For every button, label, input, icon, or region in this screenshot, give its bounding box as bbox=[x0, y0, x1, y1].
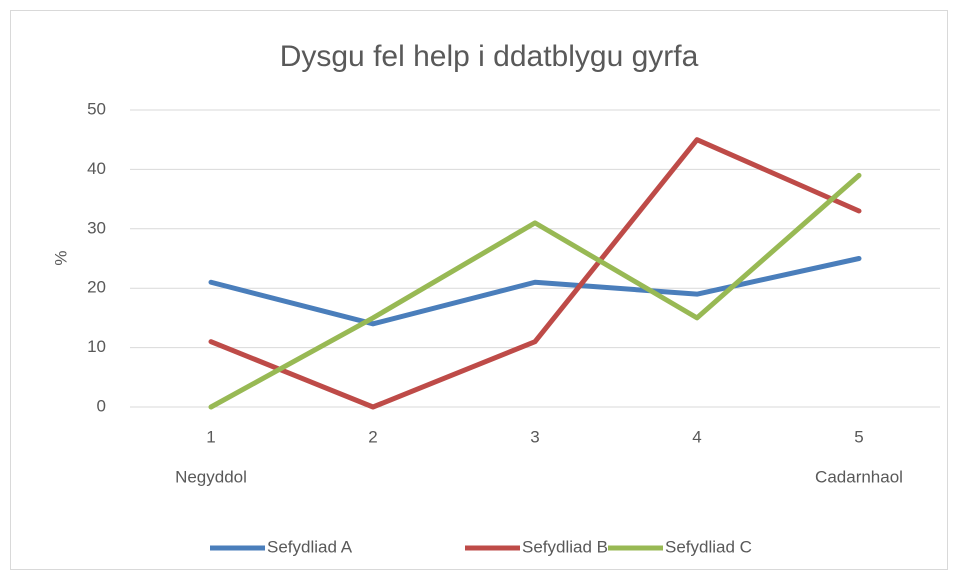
series-line bbox=[208, 172, 862, 410]
y-tick-label: 0 bbox=[97, 396, 106, 415]
chart-border bbox=[10, 10, 948, 570]
x-tick-label: 4 bbox=[692, 427, 701, 446]
annotation: Negyddol bbox=[175, 467, 247, 486]
y-tick-label: 40 bbox=[87, 159, 106, 178]
y-tick-label: 50 bbox=[87, 99, 106, 118]
x-tick-label: 5 bbox=[854, 427, 863, 446]
series-line bbox=[208, 137, 862, 410]
series-line bbox=[208, 256, 862, 327]
y-tick-label: 30 bbox=[87, 218, 106, 237]
legend-label: Sefydliad C bbox=[665, 537, 752, 556]
x-tick-label: 1 bbox=[206, 427, 215, 446]
annotation: Cadarnhaol bbox=[815, 467, 903, 486]
y-axis-label: % bbox=[51, 250, 70, 265]
y-tick-label: 20 bbox=[87, 278, 106, 297]
legend-label: Sefydliad B bbox=[522, 537, 608, 556]
legend-label: Sefydliad A bbox=[267, 537, 353, 556]
y-tick-label: 10 bbox=[87, 337, 106, 356]
chart-title: Dysgu fel help i ddatblygu gyrfa bbox=[280, 40, 699, 73]
x-tick-label: 3 bbox=[530, 427, 539, 446]
x-tick-label: 2 bbox=[368, 427, 377, 446]
